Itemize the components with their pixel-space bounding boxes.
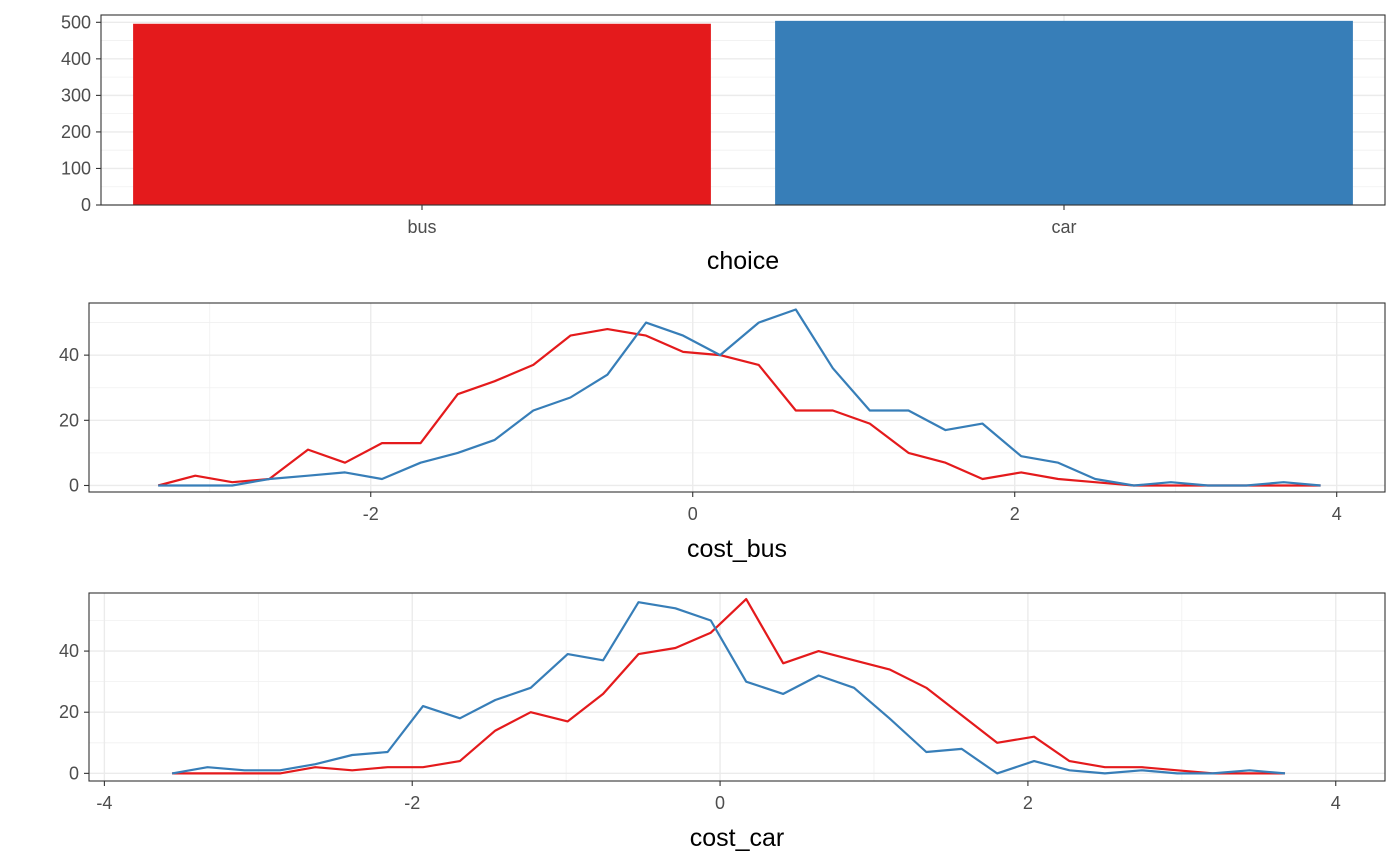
x-tick-label: 0 xyxy=(715,793,725,813)
x-tick-label: 2 xyxy=(1010,504,1020,524)
y-tick-label: 0 xyxy=(69,763,79,783)
x-tick-label: -2 xyxy=(404,793,420,813)
x-tick-label: car xyxy=(1051,217,1076,237)
y-tick-label: 40 xyxy=(59,641,79,661)
panel-border xyxy=(100,14,1386,206)
chart-panel-1: 0 100 200 300 400 500 bus car choice xyxy=(61,12,1386,275)
chart-panel-2: 0 20 40 -2 0 2 4 cost_bus xyxy=(59,302,1386,563)
series-line-1 xyxy=(157,328,1321,487)
y-tick-label: 0 xyxy=(81,195,91,215)
series-line-2 xyxy=(158,308,1321,487)
panel-border xyxy=(88,592,1386,782)
x-tick-label: 2 xyxy=(1023,793,1033,813)
x-tick-label: 4 xyxy=(1332,504,1342,524)
series-line-2 xyxy=(171,601,1286,775)
panel-border xyxy=(88,302,1386,493)
y-tick-label: 0 xyxy=(69,475,79,495)
y-tick-label: 100 xyxy=(61,158,91,178)
x-tick-label: bus xyxy=(407,217,436,237)
x-axis-title: cost_bus xyxy=(687,535,787,563)
y-tick-label: 300 xyxy=(61,85,91,105)
x-axis-title: cost_car xyxy=(690,824,784,852)
y-tick-label: 20 xyxy=(59,702,79,722)
x-tick-label: 0 xyxy=(688,504,698,524)
y-tick-label: 400 xyxy=(61,49,91,69)
x-axis-title: choice xyxy=(707,247,779,275)
y-tick-label: 200 xyxy=(61,122,91,142)
y-tick-label: 20 xyxy=(59,410,79,430)
x-tick-label: -2 xyxy=(363,504,379,524)
bar-bus xyxy=(133,23,711,206)
y-tick-label: 40 xyxy=(59,345,79,365)
y-tick-label: 500 xyxy=(61,12,91,32)
x-tick-label: -4 xyxy=(96,793,112,813)
chart-panel-3: 0 20 40 -4 -2 0 2 4 cost_car xyxy=(59,592,1386,852)
series-line-1 xyxy=(172,597,1285,775)
x-tick-label: 4 xyxy=(1331,793,1341,813)
bar-car xyxy=(775,20,1353,205)
